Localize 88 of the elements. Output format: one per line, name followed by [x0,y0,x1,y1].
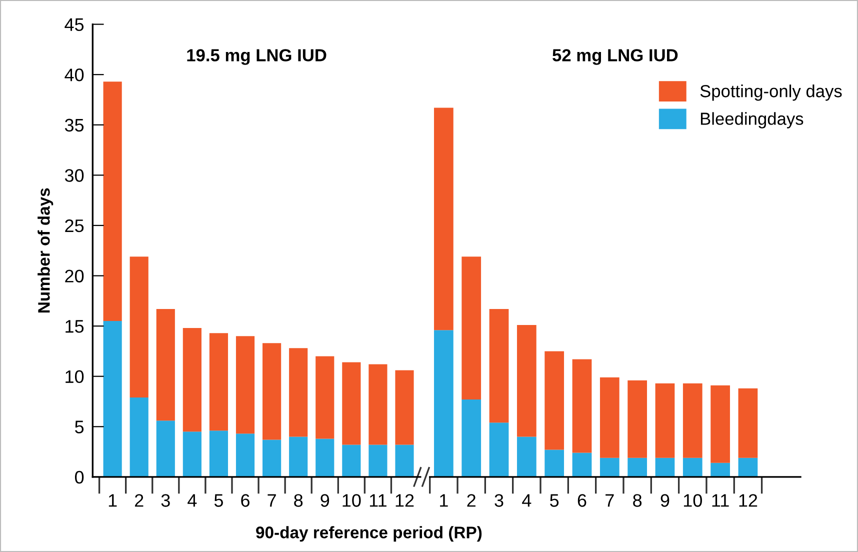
text: 19.5 mg LNG IUD [187,49,326,65]
bar [209,333,228,431]
bar [710,462,730,477]
bar [289,436,308,477]
x-tick-label: 12 [739,494,758,507]
x-tick-label: 2 [134,494,144,507]
bar [516,436,536,477]
bar [103,321,122,477]
bar [572,452,592,477]
bar [682,383,702,458]
bar [544,351,564,450]
bar [103,82,122,322]
bar [628,458,647,477]
bar [682,458,702,477]
bar [434,108,454,330]
y-tick-label: 15 [66,320,84,333]
bar [655,383,675,458]
bar [395,444,414,477]
bar [489,308,509,423]
x-tick-label: 12 [396,494,414,507]
y-tick-label: 35 [64,118,84,132]
x-axis-title: 90-day reference period (RP) [256,526,482,542]
text: 52 mg LNG IUD [552,49,678,65]
legend-label: Spotting-only days [700,84,842,101]
bar [236,434,255,477]
bar [738,388,758,458]
x-tick-label: 5 [550,494,559,507]
bar [130,397,148,477]
bar [395,370,414,445]
x-tick-label: 1 [108,494,117,507]
x-tick-label: 6 [241,494,250,507]
bar [368,444,388,477]
bar [289,348,308,437]
y-tick-label: 5 [75,420,84,434]
bar [710,385,730,463]
x-tick-label: 11 [712,494,729,507]
bar [316,356,334,439]
bar [655,458,675,477]
bar [462,256,482,400]
y-tick-label: 25 [65,219,84,232]
x-tick-label: 7 [606,494,614,507]
y-tick-label: 0 [74,470,84,484]
bar [182,328,202,432]
bar [600,458,620,477]
bar [156,308,175,421]
x-tick-label: 11 [370,494,386,507]
x-tick-label: 9 [320,494,330,507]
x-tick-label: 3 [494,494,504,507]
bar [572,359,592,453]
x-tick-label: 9 [660,494,670,507]
y-tick-label: 20 [65,270,84,282]
y-tick-label: 10 [66,370,84,384]
bar [462,399,482,477]
x-tick-label: 7 [268,494,276,507]
bar [236,336,255,434]
x-tick-label: 10 [342,494,361,507]
x-tick-label: 6 [578,494,586,507]
bar [434,330,454,477]
bar [316,438,334,477]
x-tick-label: 8 [294,494,303,507]
bar [130,256,148,398]
bar [628,380,647,458]
x-tick-label: 5 [214,494,223,507]
bar [600,377,620,458]
x-tick-label: 4 [188,494,197,507]
x-tick-label: 3 [161,494,170,507]
bar [209,430,228,477]
y-tick-label: 40 [64,68,84,82]
y-tick-label: 30 [64,169,84,182]
x-tick-label: 10 [684,494,702,507]
bar [516,325,536,437]
bar [342,362,361,445]
y-tick-label: 45 [64,18,84,32]
legend-label: Bleedingdays [700,112,804,128]
bar [342,444,361,477]
bar [368,364,388,445]
bar [738,458,758,477]
bar [182,432,202,477]
x-tick-label: 1 [440,494,448,507]
bar [262,343,282,440]
bar [544,450,564,477]
bar [262,440,282,477]
x-tick-label: 8 [633,494,642,507]
x-tick-label: 4 [522,494,532,507]
bar [156,420,175,477]
y-axis-title: Number of days [38,188,54,312]
x-tick-label: 2 [467,494,476,507]
bar [489,422,509,477]
